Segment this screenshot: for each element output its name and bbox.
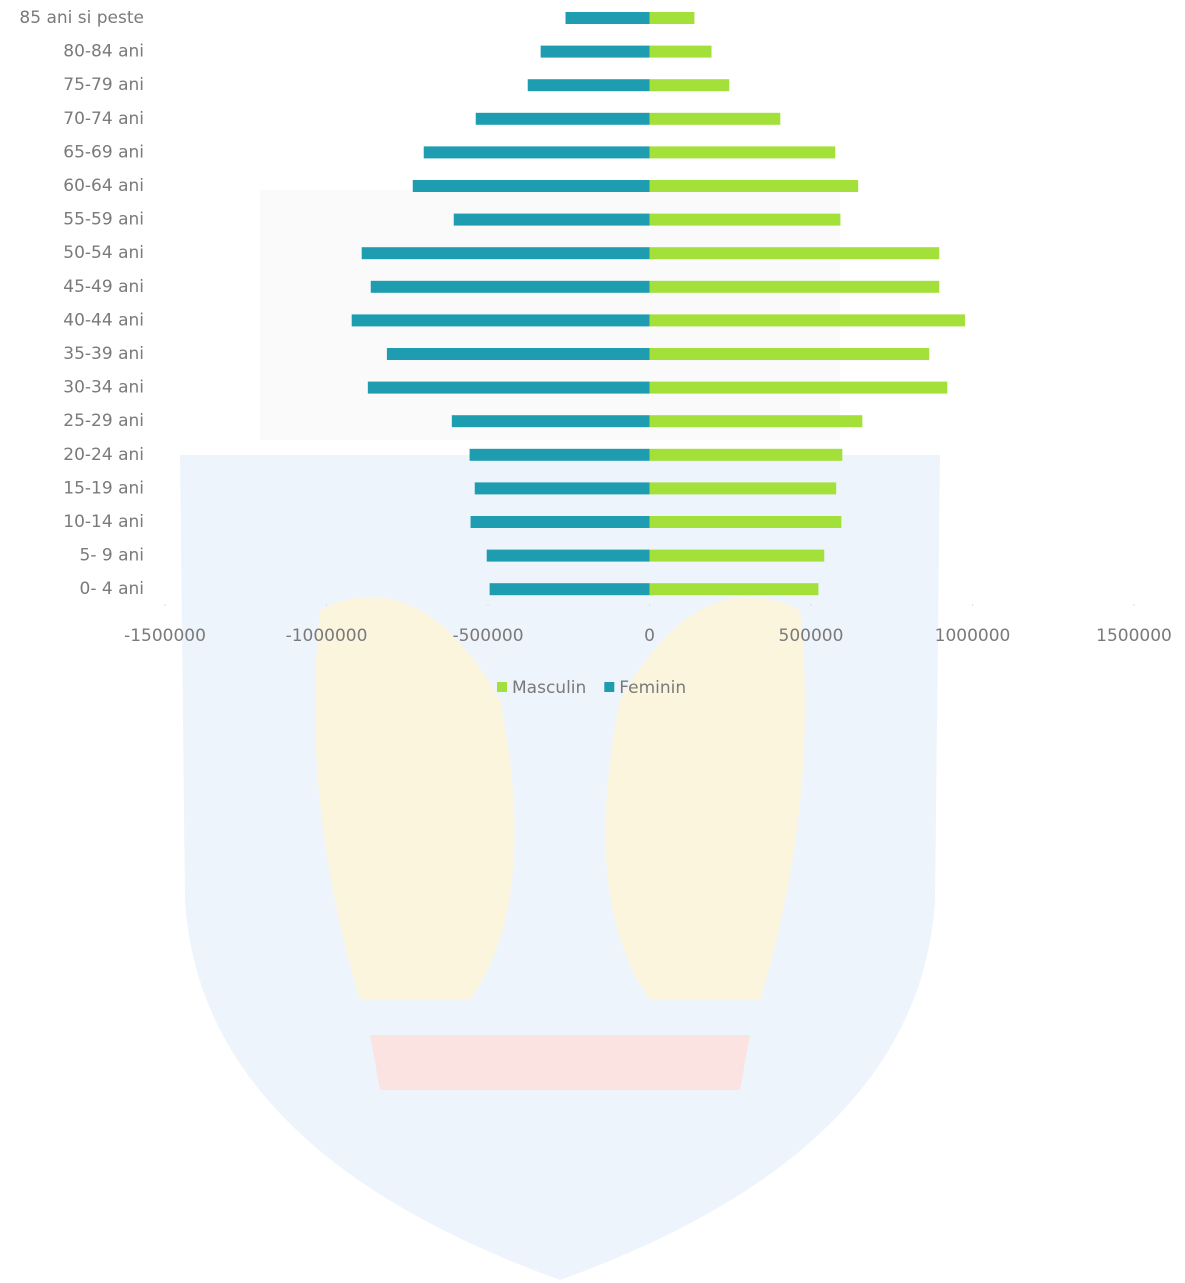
y-tick-label: 80-84 ani (63, 42, 144, 62)
y-tick-label: 5- 9 ani (80, 546, 145, 566)
y-tick-label: 55-59 ani (63, 210, 144, 230)
bar (475, 482, 650, 494)
bar (650, 415, 863, 427)
x-tick-label: -1500000 (124, 626, 206, 646)
bar (454, 214, 650, 226)
bar (650, 46, 712, 58)
bar (424, 146, 650, 158)
legend-label: Feminin (619, 678, 686, 698)
bar (650, 113, 781, 125)
bar (650, 314, 966, 326)
y-tick-label: 30-34 ani (63, 378, 144, 398)
bar (471, 516, 650, 528)
x-tick-label: 1500000 (1096, 626, 1172, 646)
bar (650, 79, 730, 91)
x-tick-label: -500000 (452, 626, 523, 646)
y-tick-label: 65-69 ani (63, 142, 144, 162)
bar (650, 12, 695, 24)
bar (650, 247, 940, 259)
chart: 85 ani si peste 80-84 ani 75-79 ani 70-74 a… (0, 0, 1185, 1283)
bar (650, 214, 841, 226)
x-tick-label: -1000000 (286, 626, 368, 646)
bar (650, 449, 843, 461)
y-tick-label: 75-79 ani (63, 75, 144, 95)
y-tick-label: 50-54 ani (63, 243, 144, 263)
y-tick-label: 35-39 ani (63, 344, 144, 364)
bar (452, 415, 650, 427)
y-tick-label: 45-49 ani (63, 277, 144, 297)
bar (362, 247, 650, 259)
bar (528, 79, 650, 91)
legend-label: Masculin (512, 678, 586, 698)
bar (650, 482, 837, 494)
bar (650, 146, 836, 158)
bar (470, 449, 650, 461)
x-tick-label: 0 (644, 626, 655, 646)
bar (371, 281, 650, 293)
bar (650, 550, 825, 562)
bar (650, 516, 842, 528)
bar (352, 314, 650, 326)
bar (387, 348, 650, 360)
y-tick-label: 10-14 ani (63, 512, 144, 532)
y-tick-label: 70-74 ani (63, 109, 144, 129)
bar (650, 180, 859, 192)
bar (650, 348, 930, 360)
bar (413, 180, 650, 192)
bar (541, 46, 650, 58)
y-tick-label: 60-64 ani (63, 176, 144, 196)
y-tick-label: 15-19 ani (63, 478, 144, 498)
x-tick-label: 1000000 (935, 626, 1011, 646)
bar (368, 382, 650, 394)
bar (490, 583, 650, 595)
legend-marker (497, 682, 507, 692)
y-tick-label: 40-44 ani (63, 310, 144, 330)
y-tick-label: 25-29 ani (63, 411, 144, 431)
bar (650, 583, 819, 595)
bar (476, 113, 650, 125)
x-tick-label: 500000 (779, 626, 844, 646)
bar (650, 281, 940, 293)
y-tick-label: 20-24 ani (63, 445, 144, 465)
bar (566, 12, 650, 24)
y-tick-label: 85 ani si peste (19, 8, 144, 28)
bar (487, 550, 650, 562)
bar (650, 382, 948, 394)
legend-marker (604, 682, 614, 692)
y-tick-label: 0- 4 ani (80, 579, 145, 599)
